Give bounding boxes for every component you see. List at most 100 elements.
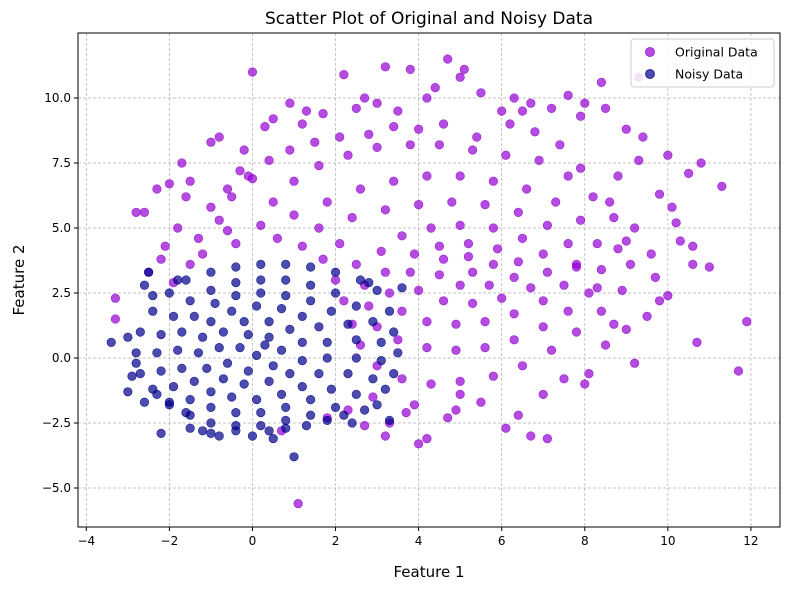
- data-point: [252, 350, 262, 361]
- data-point: [301, 421, 312, 431]
- data-point: [181, 275, 191, 285]
- data-point: [314, 223, 324, 233]
- data-point: [297, 241, 307, 251]
- data-point: [563, 171, 573, 181]
- x-tick-label: 0: [249, 534, 257, 548]
- data-point: [281, 275, 291, 285]
- data-point: [468, 267, 478, 277]
- data-point: [231, 239, 241, 249]
- data-point: [210, 298, 220, 309]
- data-point: [576, 215, 586, 225]
- data-point: [538, 296, 548, 306]
- data-point: [173, 223, 183, 233]
- data-point: [247, 431, 258, 441]
- data-point: [164, 288, 174, 298]
- data-point: [127, 371, 137, 381]
- data-point: [505, 119, 515, 129]
- data-point: [330, 288, 341, 298]
- data-point: [438, 254, 449, 264]
- data-point: [256, 421, 266, 431]
- data-point: [600, 340, 611, 350]
- data-point: [131, 348, 141, 358]
- data-point: [451, 319, 461, 329]
- data-point: [555, 140, 565, 150]
- data-point: [630, 358, 640, 368]
- data-point: [148, 384, 158, 394]
- data-point: [351, 389, 361, 400]
- data-point: [218, 374, 228, 384]
- data-point: [168, 382, 179, 392]
- data-point: [492, 244, 503, 254]
- data-point: [609, 319, 619, 329]
- data-point: [268, 114, 278, 124]
- series-1: [106, 259, 407, 462]
- data-point: [214, 343, 224, 353]
- data-point: [173, 345, 183, 355]
- x-tick-label: −2: [161, 534, 179, 548]
- data-point: [355, 275, 366, 285]
- data-point: [584, 369, 594, 379]
- data-point: [264, 332, 274, 342]
- data-point: [571, 327, 582, 337]
- data-point: [256, 408, 266, 418]
- data-point: [389, 176, 399, 186]
- data-point: [185, 296, 195, 306]
- data-point: [110, 314, 120, 324]
- data-point: [206, 137, 216, 147]
- data-point: [638, 132, 648, 142]
- data-point: [272, 233, 282, 243]
- data-point: [372, 98, 382, 108]
- data-point: [405, 140, 415, 150]
- data-point: [468, 145, 478, 155]
- data-point: [235, 343, 245, 353]
- data-point: [139, 280, 150, 290]
- data-point: [185, 395, 195, 405]
- data-point: [663, 291, 673, 301]
- data-point: [343, 319, 353, 329]
- data-point: [256, 275, 266, 285]
- data-point: [688, 259, 698, 270]
- data-point: [231, 421, 241, 431]
- data-point: [609, 213, 619, 223]
- data-point: [630, 223, 640, 233]
- data-point: [384, 288, 395, 298]
- data-point: [405, 64, 415, 74]
- data-point: [696, 158, 706, 168]
- data-point: [264, 155, 274, 165]
- data-point: [501, 423, 511, 433]
- data-point: [322, 415, 332, 426]
- data-point: [222, 358, 233, 368]
- data-point: [285, 324, 295, 335]
- data-point: [268, 434, 278, 444]
- data-point: [455, 220, 465, 230]
- data-point: [393, 348, 403, 358]
- x-tick-label: 12: [743, 534, 758, 548]
- data-point: [576, 111, 586, 121]
- legend-label-original: Original Data: [675, 45, 758, 60]
- data-point: [231, 291, 241, 301]
- y-tick-label: 5.0: [52, 221, 71, 235]
- data-point: [530, 127, 540, 137]
- data-point: [451, 405, 461, 415]
- data-point: [297, 382, 307, 392]
- data-point: [314, 161, 324, 171]
- data-point: [613, 171, 623, 181]
- data-point: [393, 335, 403, 345]
- data-point: [235, 166, 245, 176]
- data-point: [559, 374, 569, 384]
- data-point: [256, 259, 266, 270]
- data-point: [455, 171, 465, 181]
- data-point: [509, 93, 519, 103]
- data-point: [214, 431, 224, 441]
- data-point: [542, 267, 552, 277]
- data-point: [148, 291, 158, 301]
- data-point: [380, 267, 390, 277]
- legend-box: [630, 38, 775, 88]
- data-point: [434, 140, 444, 150]
- data-point: [733, 366, 744, 376]
- data-point: [160, 241, 170, 251]
- data-point: [434, 270, 444, 280]
- data-point: [596, 77, 606, 87]
- data-point: [542, 434, 552, 444]
- data-point: [297, 356, 307, 366]
